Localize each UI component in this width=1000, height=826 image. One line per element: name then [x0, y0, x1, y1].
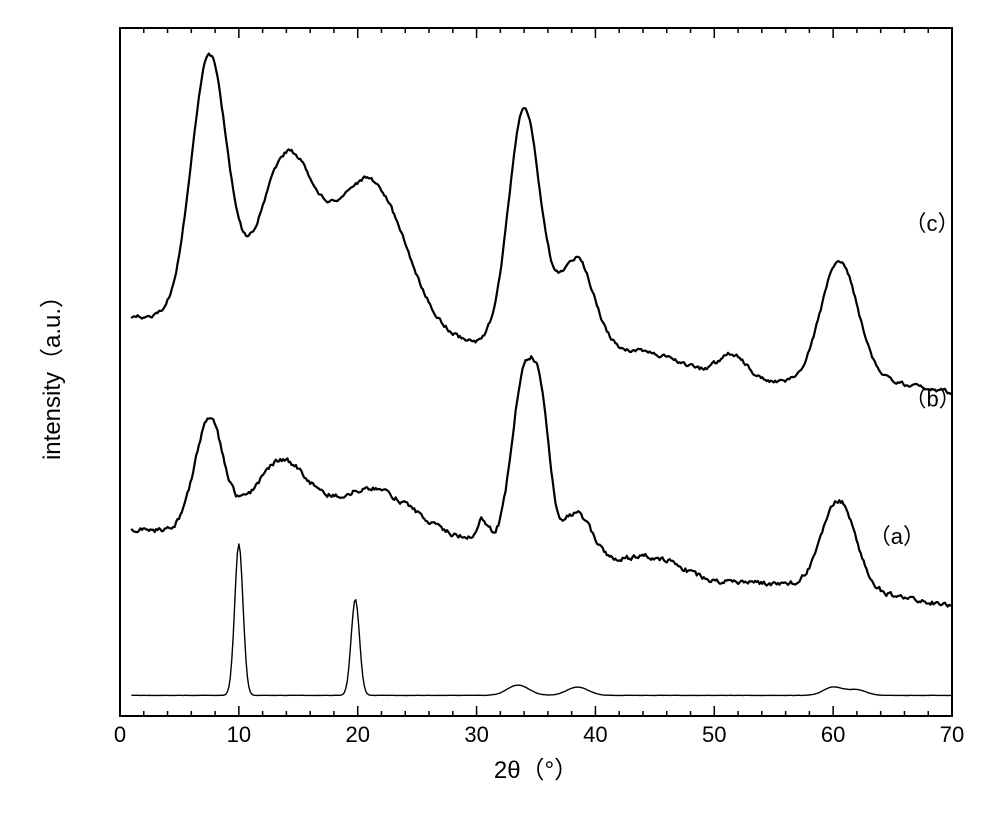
x-axis-label: 2θ（°）: [494, 757, 578, 784]
y-axis-label: intensity（a.u.）: [39, 284, 66, 460]
x-tick-label: 40: [583, 722, 607, 747]
xrd-svg: 0 10 20 30 40 50 60 70 2θ（°） intensity（a.u.） （a…: [0, 0, 1000, 826]
series-label-a: （a）: [869, 524, 925, 549]
x-tick-label: 10: [227, 722, 251, 747]
x-axis-tick-labels: 0 10 20 30 40 50 60 70: [114, 722, 964, 747]
x-tick-label: 20: [345, 722, 369, 747]
x-tick-label: 0: [114, 722, 126, 747]
series-label-c: （c）: [904, 211, 959, 236]
x-tick-label: 30: [464, 722, 488, 747]
x-tick-label: 60: [821, 722, 845, 747]
x-tick-label: 70: [940, 722, 964, 747]
series-label-b: （b）: [904, 386, 960, 411]
plot-background: [120, 28, 952, 716]
xrd-figure: 0 10 20 30 40 50 60 70 2θ（°） intensity（a.u.） （a…: [0, 0, 1000, 826]
x-tick-label: 50: [702, 722, 726, 747]
